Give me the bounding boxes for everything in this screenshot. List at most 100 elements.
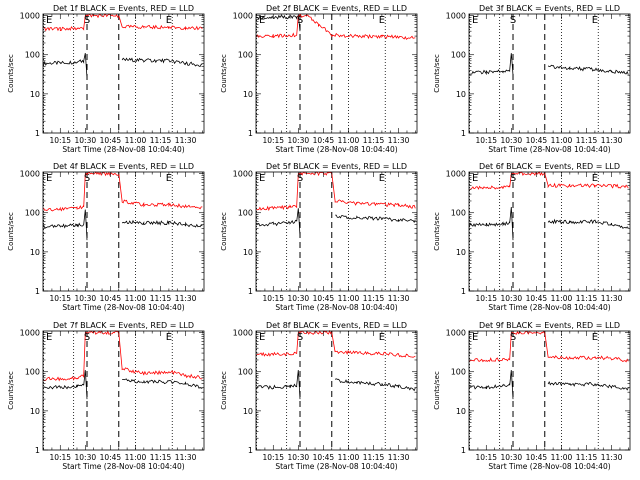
panel-title: Det 2f BLACK = Events, RED = LLD: [266, 4, 407, 13]
y-tick-label: 1000: [446, 170, 466, 179]
marker-e-left: E: [472, 332, 478, 343]
x-axis-label: Start Time (28-Nov-08 10:04:40): [62, 462, 184, 471]
y-tick-label: 1: [35, 446, 40, 455]
y-tick-label: 1000: [446, 329, 466, 338]
marker-s: S: [84, 173, 90, 184]
x-tick-label: 11:15: [363, 136, 385, 145]
x-tick-label: 11:30: [388, 136, 410, 145]
x-tick-label: 11:15: [576, 453, 598, 462]
marker-e-left: E: [259, 332, 265, 343]
y-tick-label: 100: [25, 209, 40, 218]
y-axis-label: Counts/sec: [433, 54, 441, 93]
events-series-line: [256, 370, 416, 400]
x-tick-label: 10:45: [526, 453, 548, 462]
marker-e: E: [166, 173, 172, 184]
events-series-line: [469, 370, 629, 400]
marker-e: E: [592, 173, 598, 184]
y-tick-label: 10: [456, 407, 466, 416]
y-tick-label: 10: [30, 248, 40, 257]
x-tick-label: 11:30: [175, 453, 197, 462]
marker-s: S: [510, 173, 516, 184]
y-tick-label: 1: [248, 287, 253, 296]
detector-panel: Det 2f BLACK = Events, RED = LLD S E E 1 10 10…: [220, 4, 418, 154]
detector-panel: Det 7f BLACK = Events, RED = LLD S E E 1 10 10…: [7, 321, 205, 471]
y-tick-label: 100: [238, 209, 253, 218]
lld-series-line: [43, 13, 203, 32]
marker-e: E: [379, 15, 385, 26]
y-axis-label: Counts/sec: [220, 371, 228, 410]
y-tick-label: 100: [25, 51, 40, 60]
detector-panel: Det 9f BLACK = Events, RED = LLD S E E 1 10 10…: [433, 321, 631, 471]
y-tick-label: 1: [461, 287, 466, 296]
detector-panel: Det 8f BLACK = Events, RED = LLD S E E 1 10 10…: [220, 321, 418, 471]
y-tick-label: 100: [238, 51, 253, 60]
plot-frame: [42, 171, 205, 292]
y-axis-label: Counts/sec: [220, 212, 228, 251]
panel-title: Det 1f BLACK = Events, RED = LLD: [53, 4, 194, 13]
x-tick-label: 11:15: [363, 294, 385, 303]
y-tick-label: 100: [451, 209, 466, 218]
x-tick-label: 11:30: [175, 136, 197, 145]
x-tick-label: 11:00: [551, 136, 573, 145]
marker-e-left: E: [46, 15, 52, 26]
x-tick-label: 11:00: [338, 453, 360, 462]
lld-series-line: [256, 13, 416, 40]
detector-panel: Det 5f BLACK = Events, RED = LLD S E E 1 10 10…: [220, 162, 418, 312]
events-series-line: [256, 14, 301, 32]
marker-e-left: E: [46, 173, 52, 184]
plot-frame: [468, 171, 631, 292]
lld-series-line: [43, 330, 203, 382]
plot-frame: [255, 330, 418, 451]
detector-panel: Det 1f BLACK = Events, RED = LLD S E E 1 10 10…: [7, 4, 205, 154]
x-tick-label: 10:15: [475, 294, 497, 303]
x-tick-label: 11:30: [601, 136, 623, 145]
x-tick-label: 11:00: [125, 453, 147, 462]
x-tick-label: 10:30: [75, 453, 97, 462]
x-tick-label: 11:00: [125, 136, 147, 145]
x-tick-label: 10:45: [100, 136, 122, 145]
x-tick-label: 11:30: [601, 294, 623, 303]
x-tick-label: 10:15: [49, 136, 71, 145]
x-tick-label: 10:45: [100, 294, 122, 303]
x-axis-label: Start Time (28-Nov-08 10:04:40): [62, 145, 184, 154]
x-tick-label: 11:00: [338, 294, 360, 303]
x-axis-label: Start Time (28-Nov-08 10:04:40): [62, 303, 184, 312]
y-tick-label: 100: [451, 368, 466, 377]
events-series-line: [469, 53, 629, 76]
marker-s: S: [297, 173, 303, 184]
x-tick-label: 10:45: [313, 136, 335, 145]
panel-title: Det 3f BLACK = Events, RED = LLD: [479, 4, 620, 13]
y-tick-label: 1: [35, 287, 40, 296]
x-tick-label: 10:30: [501, 453, 523, 462]
x-tick-label: 10:30: [75, 136, 97, 145]
plot-frame: [42, 330, 205, 451]
x-tick-label: 10:15: [262, 136, 284, 145]
x-tick-label: 10:45: [526, 136, 548, 145]
events-series-line: [43, 209, 203, 241]
y-tick-label: 1: [248, 446, 253, 455]
y-tick-label: 1000: [233, 329, 253, 338]
plot-frame: [468, 13, 631, 134]
plot-frame: [255, 171, 418, 292]
x-tick-label: 11:15: [150, 453, 172, 462]
x-tick-label: 11:15: [363, 453, 385, 462]
x-tick-label: 10:30: [288, 453, 310, 462]
panel-title: Det 6f BLACK = Events, RED = LLD: [479, 162, 620, 171]
x-tick-label: 11:00: [551, 453, 573, 462]
x-tick-label: 10:15: [49, 453, 71, 462]
y-tick-label: 100: [451, 51, 466, 60]
detector-panel: Det 6f BLACK = Events, RED = LLD S E E 1 10 10…: [433, 162, 631, 312]
y-tick-label: 1000: [233, 12, 253, 21]
x-tick-label: 10:30: [501, 294, 523, 303]
x-axis-label: Start Time (28-Nov-08 10:04:40): [488, 462, 610, 471]
y-tick-label: 100: [238, 368, 253, 377]
marker-e: E: [592, 15, 598, 26]
y-tick-label: 1000: [20, 170, 40, 179]
y-tick-label: 100: [25, 368, 40, 377]
x-tick-label: 10:45: [313, 453, 335, 462]
marker-e-left: E: [472, 173, 478, 184]
y-axis-label: Counts/sec: [7, 371, 15, 410]
marker-e-left: E: [472, 15, 478, 26]
events-series-line: [43, 53, 203, 79]
y-tick-label: 10: [243, 407, 253, 416]
